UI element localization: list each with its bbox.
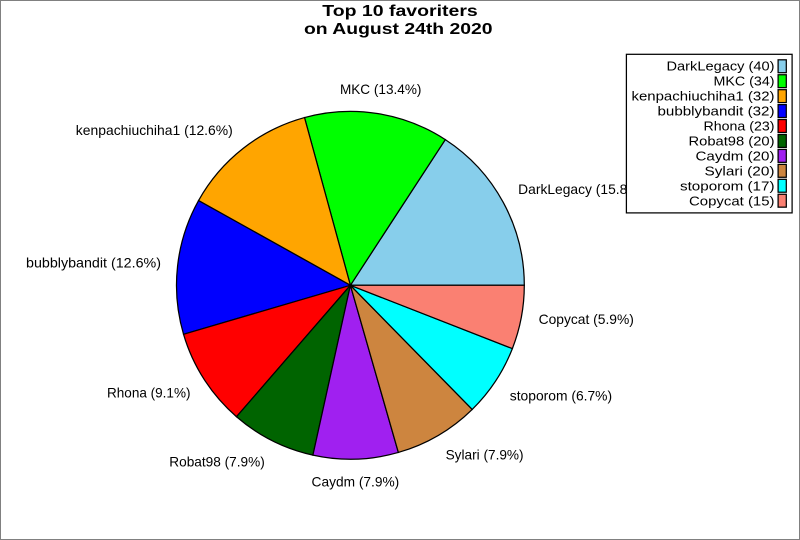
svg-text:DarkLegacy (15.8%): DarkLegacy (15.8%) bbox=[518, 182, 644, 197]
svg-text:on August 24th 2020: on August 24th 2020 bbox=[304, 21, 493, 38]
svg-text:Copycat (5.9%): Copycat (5.9%) bbox=[539, 312, 634, 327]
svg-text:stoporom (6.7%): stoporom (6.7%) bbox=[510, 388, 612, 403]
svg-text:Copycat (15): Copycat (15) bbox=[689, 193, 775, 208]
svg-text:Sylari (20): Sylari (20) bbox=[705, 163, 775, 178]
svg-text:Rhona (9.1%): Rhona (9.1%) bbox=[107, 386, 191, 401]
svg-text:Sylari (7.9%): Sylari (7.9%) bbox=[446, 447, 524, 462]
svg-text:Caydm (20): Caydm (20) bbox=[696, 148, 775, 163]
svg-text:Rhona (23): Rhona (23) bbox=[704, 118, 775, 133]
svg-text:bubblybandit (32): bubblybandit (32) bbox=[658, 103, 775, 118]
svg-text:Robat98 (7.9%): Robat98 (7.9%) bbox=[169, 455, 265, 470]
svg-text:kenpachiuchiha1 (32): kenpachiuchiha1 (32) bbox=[632, 88, 775, 103]
svg-text:bubblybandit (12.6%): bubblybandit (12.6%) bbox=[26, 256, 161, 271]
svg-text:MKC (13.4%): MKC (13.4%) bbox=[340, 82, 422, 97]
svg-text:kenpachiuchiha1 (12.6%): kenpachiuchiha1 (12.6%) bbox=[76, 123, 233, 138]
svg-text:Top 10 favoriters: Top 10 favoriters bbox=[322, 3, 478, 20]
svg-text:Robat98 (20): Robat98 (20) bbox=[689, 133, 775, 148]
svg-text:Caydm (7.9%): Caydm (7.9%) bbox=[312, 474, 400, 489]
svg-text:DarkLegacy (40): DarkLegacy (40) bbox=[667, 58, 775, 73]
svg-text:stoporom (17): stoporom (17) bbox=[680, 178, 775, 193]
svg-text:MKC (34): MKC (34) bbox=[714, 73, 775, 88]
